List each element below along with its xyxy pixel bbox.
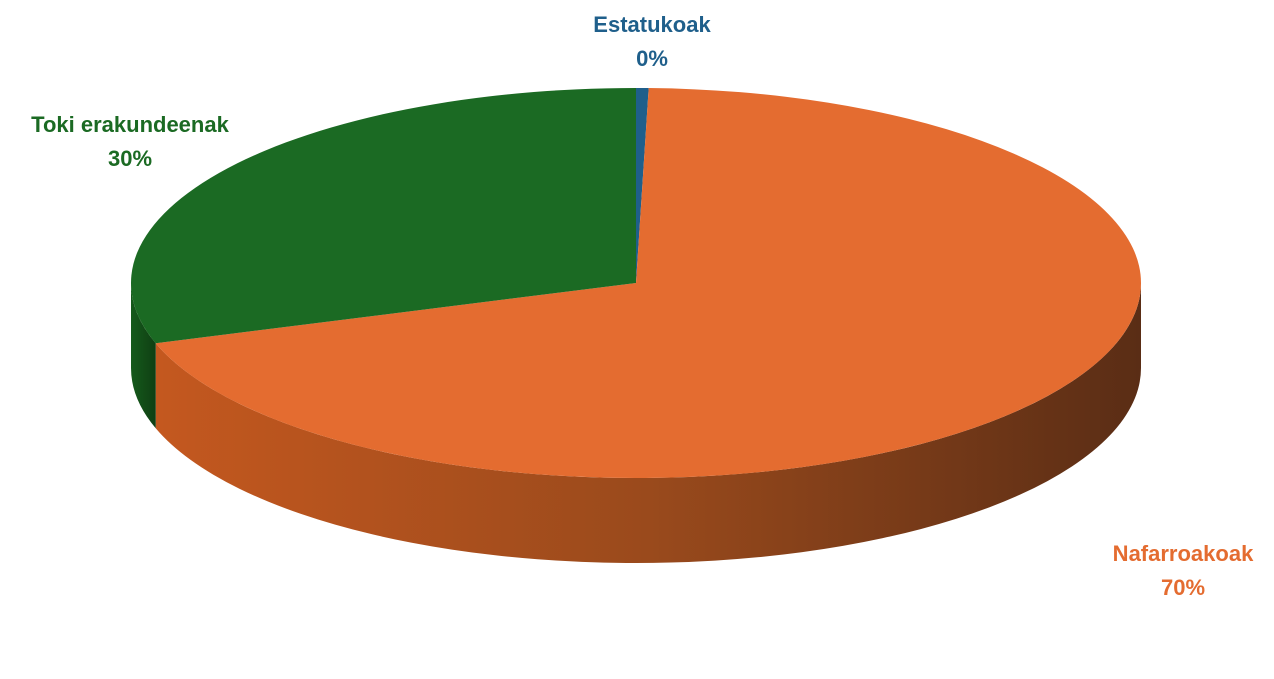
slice-name-nafarroakoak: Nafarroakoak (1112, 541, 1254, 566)
slice-percent-estatukoak: 0% (636, 46, 668, 71)
slice-label-estatukoak: Estatukoak 0% (593, 8, 710, 76)
pie-side-nafarroakoak (155, 283, 1142, 564)
slice-percent-nafarroakoak: 70% (1160, 575, 1206, 600)
slice-name-toki-erakundeenak: Toki erakundeenak (31, 112, 229, 137)
slice-percent-toki-erakundeenak: 30% (107, 146, 153, 171)
pie-slice-nafarroakoak (155, 88, 1141, 478)
slice-name-estatukoak: Estatukoak (593, 12, 711, 37)
pie-slice-estatukoak (636, 88, 649, 283)
slice-label-nafarroakoak: Nafarroakoak 70% (1113, 537, 1254, 605)
pie-slice-toki-erakundeenak (130, 88, 636, 344)
slice-label-toki-erakundeenak: Toki erakundeenak 30% (31, 108, 229, 176)
pie-side-toki-erakundeenak (131, 283, 156, 429)
